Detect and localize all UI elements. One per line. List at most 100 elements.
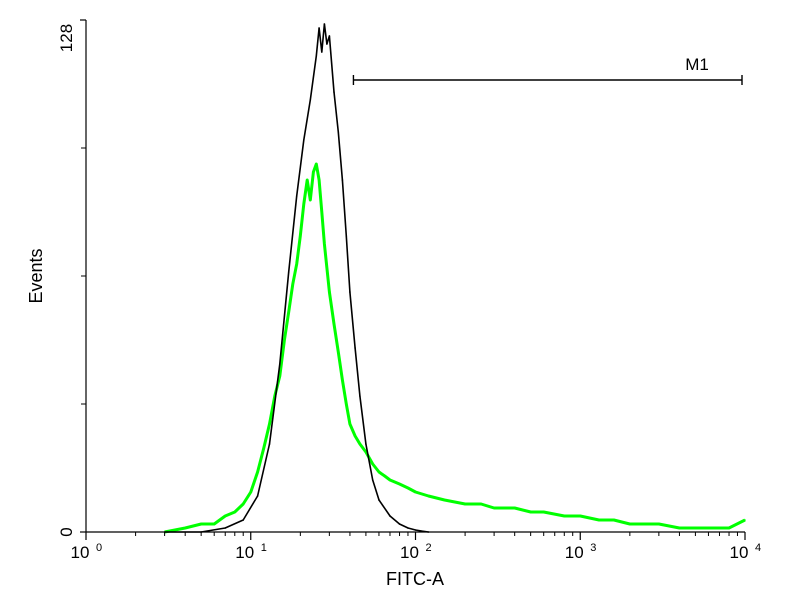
data-point-green: [728, 527, 730, 529]
data-point-green: [200, 523, 202, 525]
data-point-black: [359, 395, 361, 397]
data-point-green: [383, 475, 386, 477]
data-point-green: [658, 523, 660, 525]
y-axis-label: Events: [26, 248, 46, 303]
series-line-black: [164, 23, 429, 533]
data-point-black: [354, 347, 356, 349]
data-point-green: [407, 487, 409, 489]
data-point-green: [513, 507, 516, 509]
data-point-green: [263, 447, 265, 449]
series-line-green: [164, 162, 746, 534]
axes-layer: [85, 20, 745, 533]
x-axis-label: FITC-A: [386, 569, 444, 589]
data-point-green: [359, 443, 361, 445]
data-point-green: [694, 527, 697, 529]
data-point-green: [579, 515, 582, 517]
data-point-green: [303, 203, 305, 205]
data-point-green: [744, 519, 746, 521]
data-point-green: [256, 471, 259, 473]
data-point-black: [287, 271, 290, 273]
data-point-green: [234, 511, 236, 513]
data-point-green: [323, 243, 326, 245]
data-point-green: [318, 179, 320, 181]
data-point-black: [321, 51, 323, 53]
data-point-black: [279, 363, 281, 365]
data-point-green: [398, 483, 401, 485]
data-point-green: [242, 503, 244, 505]
x-tick-label: 10: [235, 543, 254, 562]
data-point-green: [371, 463, 374, 465]
data-point-green: [598, 519, 600, 521]
data-point-black: [315, 55, 318, 57]
data-point-green: [354, 435, 356, 437]
data-point-green: [480, 503, 482, 505]
x-tick-exponent: 2: [425, 542, 431, 554]
x-tick-label: 10: [565, 543, 584, 562]
data-point-green: [287, 311, 290, 313]
y-tick-label: 128: [57, 24, 76, 52]
data-point-black: [295, 195, 298, 197]
data-point-black: [378, 499, 380, 501]
ticks-layer: 10 0 10 1 10 2 10 3 10 4 0 128: [57, 19, 761, 562]
data-point-green: [464, 503, 466, 505]
data-point-black: [328, 35, 331, 37]
data-point-black: [407, 527, 409, 529]
data-point-green: [292, 283, 294, 285]
marker-m1-label: M1: [685, 55, 709, 74]
data-point-green: [613, 519, 615, 521]
data-point-green: [378, 471, 380, 473]
data-point-green: [645, 523, 647, 525]
data-point-black: [389, 515, 391, 517]
data-point-black: [224, 527, 226, 529]
x-tick-label: 10: [730, 543, 749, 562]
data-point-black: [326, 43, 328, 45]
data-point-green: [414, 491, 417, 493]
data-point-green: [427, 495, 430, 497]
data-point-green: [328, 291, 331, 293]
data-point-green: [333, 323, 335, 325]
data-point-black: [242, 519, 244, 521]
x-tick-label: 10: [71, 543, 90, 562]
data-point-green: [283, 339, 286, 341]
data-point-green: [184, 527, 186, 529]
y-tick-label: 0: [57, 527, 76, 536]
data-point-green: [542, 511, 545, 513]
data-point-black: [371, 479, 374, 481]
data-point-black: [349, 291, 351, 293]
data-point-green: [629, 523, 631, 525]
data-point-green: [299, 235, 302, 237]
data-point-green: [326, 267, 328, 269]
data-point-black: [318, 27, 320, 29]
data-point-black: [337, 131, 340, 133]
data-point-black: [333, 91, 335, 93]
x-tick-exponent: 4: [755, 542, 761, 554]
x-tick-exponent: 0: [96, 542, 102, 554]
x-tick-label: 10: [400, 543, 419, 562]
data-point-green: [349, 423, 351, 425]
data-point-green: [268, 423, 271, 425]
data-point-green: [315, 163, 318, 165]
data-point-green: [213, 523, 215, 525]
data-point-green: [341, 379, 344, 381]
data-point-black: [341, 179, 344, 181]
marker-layer: M1: [352, 55, 743, 85]
data-point-green: [707, 527, 710, 529]
data-point-green: [306, 179, 309, 181]
data-point-black: [309, 99, 312, 101]
data-point-green: [563, 515, 566, 517]
data-point-green: [345, 403, 348, 405]
data-point-green: [279, 375, 281, 377]
data-point-green: [337, 351, 340, 353]
data-point-green: [443, 499, 446, 501]
data-point-green: [389, 479, 391, 481]
data-point-black: [345, 235, 348, 237]
data-point-black: [268, 443, 271, 445]
series-layer: [163, 23, 746, 534]
x-tick-exponent: 1: [261, 542, 267, 554]
data-point-green: [529, 511, 532, 513]
data-point-green: [295, 263, 298, 265]
data-point-green: [678, 527, 681, 529]
data-point-black: [256, 495, 259, 497]
data-point-green: [312, 171, 315, 173]
